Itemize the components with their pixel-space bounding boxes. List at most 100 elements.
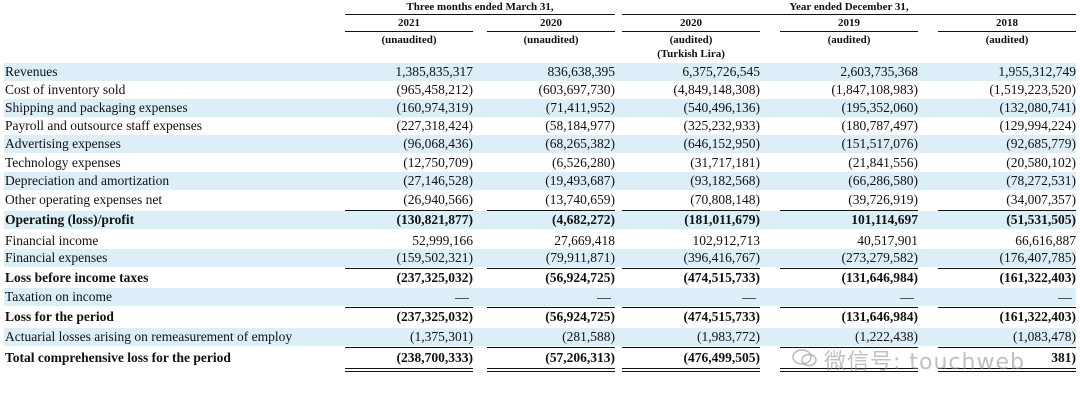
value-cell: (151,517,076)	[841, 136, 919, 151]
year-underline	[938, 31, 1076, 32]
value-cell: 66,616,887	[1015, 233, 1076, 248]
nil-dash: —	[900, 298, 914, 299]
table-row: Advertising expenses (96,068,436) (68,265,…	[4, 135, 1076, 153]
value-cell: (4,682,272)	[552, 212, 615, 227]
value-cell: (159,502,321)	[396, 250, 474, 265]
value-cell: (161,322,403)	[999, 270, 1077, 285]
wechat-icon	[792, 349, 817, 367]
value-cell: (56,924,725)	[545, 309, 615, 324]
value-cell: (474,515,733)	[683, 309, 761, 324]
table-row: Technology expenses (12,750,709) (6,526,28…	[4, 154, 1076, 172]
value-cell: (1,083,478)	[1013, 329, 1076, 344]
row-label: Loss before income taxes	[5, 270, 149, 285]
table-rule	[345, 347, 473, 348]
value-cell: (176,407,785)	[999, 250, 1077, 265]
column-status-q2020: (unaudited)	[523, 34, 579, 46]
value-cell: (27,146,528)	[403, 173, 473, 188]
table-rule	[487, 368, 615, 369]
table-rule	[345, 368, 473, 369]
row-label: Technology expenses	[5, 155, 121, 170]
value-cell: (132,080,741)	[999, 100, 1077, 115]
table-rule	[622, 371, 760, 372]
value-cell: (31,717,181)	[690, 155, 760, 170]
value-cell: 27,669,418	[554, 233, 615, 248]
value-cell: (6,526,280)	[552, 155, 615, 170]
table-rule	[938, 368, 1076, 369]
nil-dash: —	[597, 298, 611, 299]
table-rule	[780, 368, 918, 369]
value-cell: (237,325,032)	[396, 270, 474, 285]
value-cell: (21,841,556)	[848, 155, 918, 170]
value-cell: (131,646,984)	[841, 309, 919, 324]
nil-dash: —	[742, 298, 756, 299]
table-row: Payroll and outsource staff expenses (227…	[4, 117, 1076, 135]
value-cell: (20,580,102)	[1006, 155, 1076, 170]
table-rule	[487, 347, 615, 348]
currency-note: (Turkish Lira)	[657, 48, 725, 60]
table-rule	[487, 307, 615, 308]
value-cell: (474,515,733)	[683, 270, 761, 285]
table-rule	[780, 210, 918, 211]
value-cell: (396,416,767)	[683, 250, 761, 265]
value-cell: (238,700,333)	[396, 350, 474, 365]
table-rule	[622, 307, 760, 308]
value-cell: (57,206,313)	[545, 350, 615, 365]
value-cell: (646,152,950)	[683, 136, 761, 151]
period-header-quarterly: Three months ended March 31,	[406, 1, 554, 13]
table-rule	[622, 368, 760, 369]
table-rule	[622, 210, 760, 211]
row-label: Operating (loss)/profit	[5, 212, 135, 227]
row-label: Loss for the period	[5, 309, 114, 324]
row-label: Financial expenses	[5, 250, 108, 265]
table-rule	[345, 268, 473, 269]
table-rule	[780, 307, 918, 308]
value-cell: (540,496,136)	[683, 100, 761, 115]
header-underline-annual	[622, 14, 1076, 15]
table-rule	[938, 347, 1076, 348]
value-cell: (1,375,301)	[410, 329, 473, 344]
table-rule	[622, 347, 760, 348]
value-cell: (281,588)	[562, 329, 615, 344]
table-row: Cost of inventory sold (965,458,212) (603,…	[4, 81, 1076, 99]
table-rule	[938, 307, 1076, 308]
value-cell: (34,007,357)	[1006, 192, 1076, 207]
year-underline	[780, 31, 918, 32]
value-cell: (161,322,403)	[999, 309, 1077, 324]
row-label: Advertising expenses	[5, 136, 121, 151]
value-cell: 6,375,726,545	[682, 64, 760, 79]
value-cell: (51,531,505)	[1006, 212, 1076, 227]
row-label: Taxation on income	[5, 289, 113, 304]
value-cell: (93,182,568)	[690, 173, 760, 188]
table-row: Total comprehensive loss for the period (…	[4, 349, 1076, 367]
table-row: Taxation on income — — — — —	[4, 288, 1076, 306]
value-cell: (68,265,382)	[545, 136, 615, 151]
row-label: Revenues	[5, 64, 58, 79]
value-cell: (476,499,505)	[683, 350, 761, 365]
value-cell: (181,011,679)	[684, 212, 760, 227]
table-rule	[780, 371, 918, 372]
table-rule	[622, 268, 760, 269]
column-status-y2018: (audited)	[985, 34, 1029, 46]
table-rule	[938, 268, 1076, 269]
row-label: Cost of inventory sold	[5, 82, 126, 97]
row-label: Other operating expenses net	[5, 192, 163, 207]
table-row: Financial expenses (159,502,321) (79,911,8…	[4, 249, 1076, 267]
table-rule	[487, 268, 615, 269]
value-cell: (26,940,566)	[403, 192, 473, 207]
table-rule	[345, 210, 473, 211]
value-cell: (71,411,952)	[545, 100, 615, 115]
value-cell: (227,318,424)	[396, 118, 474, 133]
value-cell: (273,279,582)	[841, 250, 919, 265]
value-cell: 2,603,735,368	[840, 64, 918, 79]
nil-dash: —	[455, 298, 469, 299]
column-year-y2018: 2018	[996, 17, 1018, 29]
value-cell: (1,519,223,520)	[989, 82, 1076, 97]
table-row: Depreciation and amortization (27,146,528…	[4, 172, 1076, 190]
value-cell: (4,849,148,308)	[673, 82, 760, 97]
column-status-y2019: (audited)	[827, 34, 871, 46]
value-cell: (1,983,772)	[697, 329, 760, 344]
year-underline	[487, 31, 615, 32]
value-cell: 52,999,166	[412, 233, 473, 248]
table-row: Revenues 1,385,835,317 836,638,395 6,375,72…	[4, 63, 1076, 81]
column-status-q2021: (unaudited)	[381, 34, 437, 46]
